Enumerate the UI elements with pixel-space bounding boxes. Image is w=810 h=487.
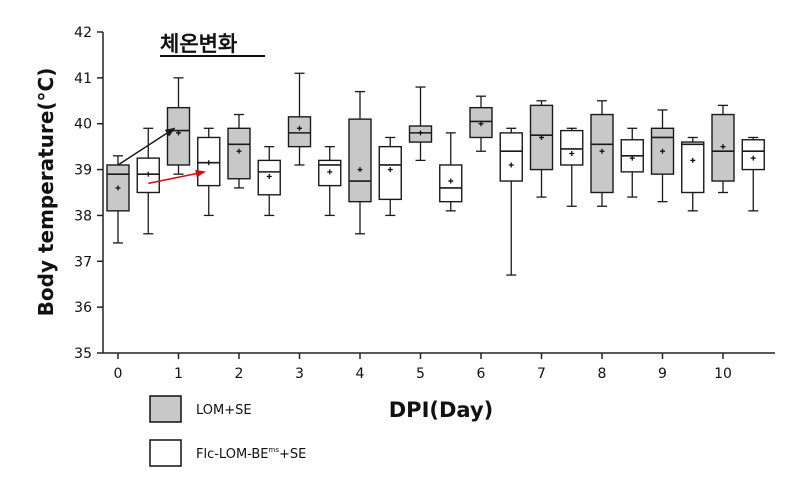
y-ticks: 35 36 37 38 39 40 41 42: [74, 25, 103, 362]
box-lom-se: [227, 113, 251, 189]
box-lom-se: [287, 72, 312, 166]
x-tick-label: 4: [356, 366, 365, 382]
chart-title: 체온변화: [160, 32, 238, 56]
box-iqr: [166, 106, 191, 166]
red-arrow: [148, 169, 206, 185]
box-flc-lom-be-se: [741, 136, 765, 212]
y-tick-label: 36: [74, 300, 92, 316]
legend-swatch-lom-se: [149, 395, 182, 423]
box-iqr: [741, 139, 765, 171]
annotations: [117, 127, 206, 185]
box-flc-lom-be-se: [681, 136, 705, 212]
x-tick-label: 5: [416, 366, 425, 382]
box-iqr: [560, 129, 584, 166]
x-tick-label: 9: [658, 366, 667, 382]
box-lom-se: [650, 109, 675, 203]
y-tick-label: 39: [74, 163, 92, 179]
box-flc-lom-be-se: [499, 127, 523, 276]
box-flc-lom-be-se: [257, 145, 281, 217]
box-lom-se: [469, 95, 493, 152]
y-tick-label: 40: [74, 117, 92, 133]
legend-label-tail: +SE: [279, 447, 306, 462]
y-tick-label: 42: [74, 25, 92, 41]
legend-label-flc-lom-be-se: Flc-LOM-BEms+SE: [196, 446, 306, 462]
box-flc-lom-be-se: [620, 127, 644, 198]
box-lom-se: [106, 155, 130, 244]
box-flc-lom-be-se: [560, 127, 584, 207]
legend-label-main: Flc-LOM-BE: [196, 447, 269, 462]
box-iqr: [378, 145, 402, 201]
x-tick-label: 2: [235, 366, 244, 382]
x-tick-label: 0: [114, 366, 123, 382]
x-tick-label: 3: [295, 366, 304, 382]
y-tick-label: 41: [74, 71, 92, 87]
box-flc-lom-be-se: [378, 136, 402, 217]
box-lom-se: [348, 90, 372, 235]
x-tick-label: 7: [537, 366, 546, 382]
box-flc-lom-be-se: [439, 132, 463, 212]
x-axis-label: DPI(Day): [389, 398, 493, 422]
y-axis-label: Body temperature(°C): [34, 68, 58, 317]
x-tick-label: 10: [714, 366, 732, 382]
black-arrow: [117, 127, 176, 166]
y-tick-label: 35: [74, 346, 92, 362]
box-flc-lom-be-se: [318, 145, 342, 217]
box-lom-se: [166, 77, 191, 175]
x-tick-label: 6: [477, 366, 486, 382]
legend-swatch-flc-lom-be-se: [149, 439, 182, 467]
box-lom-se: [711, 104, 735, 194]
box-iqr: [681, 141, 705, 194]
box-flc-lom-be-se: [136, 127, 160, 235]
x-tick-label: 1: [174, 366, 183, 382]
box-iqr: [499, 132, 523, 182]
y-tick-label: 37: [74, 254, 92, 270]
box-iqr: [287, 116, 312, 148]
box-lom-se: [408, 86, 433, 162]
legend-label-lom-se: LOM+SE: [196, 403, 252, 418]
box-plots: [106, 72, 765, 276]
x-ticks: 0 1 2 3 4 5 6 7 8 9 10: [114, 353, 732, 382]
y-tick-label: 38: [74, 208, 92, 224]
box-lom-se: [590, 100, 614, 207]
box-lom-se: [529, 100, 554, 198]
x-tick-label: 8: [598, 366, 607, 382]
box-iqr: [348, 118, 372, 203]
legend: LOM+SE Flc-LOM-BEms+SE: [149, 395, 306, 467]
legend-label-sup: ms: [269, 446, 280, 454]
